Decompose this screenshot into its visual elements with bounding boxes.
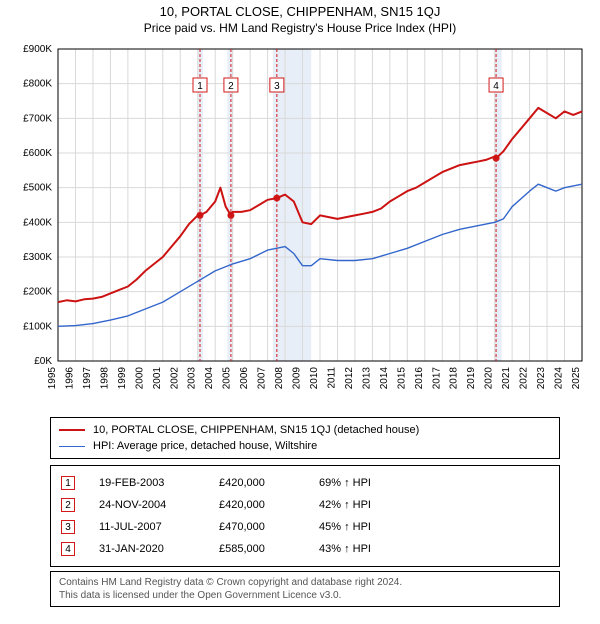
transaction-date: 11-JUL-2007 — [99, 521, 219, 533]
svg-text:2011: 2011 — [326, 367, 337, 389]
svg-text:2025: 2025 — [571, 367, 582, 390]
svg-text:£500K: £500K — [23, 183, 52, 194]
svg-text:2012: 2012 — [344, 367, 355, 390]
svg-text:2023: 2023 — [536, 367, 547, 390]
transaction-date: 19-FEB-2003 — [99, 477, 219, 489]
chart-area: £0K £100K £200K £300K £400K £500K £600K £700K £8… — [10, 41, 590, 411]
transactions-table: 1 19-FEB-2003£420,00069% ↑ HPI 2 24-NOV-200… — [50, 465, 560, 567]
svg-text:2007: 2007 — [257, 367, 268, 390]
transaction-row: 1 19-FEB-2003£420,00069% ↑ HPI — [61, 472, 549, 494]
svg-text:2022: 2022 — [519, 367, 530, 390]
svg-text:2019: 2019 — [466, 367, 477, 390]
transaction-price: £585,000 — [219, 543, 319, 555]
svg-text:4: 4 — [493, 81, 499, 92]
legend-item: 10, PORTAL CLOSE, CHIPPENHAM, SN15 1QJ (… — [59, 422, 551, 438]
transaction-price: £420,000 — [219, 499, 319, 511]
svg-text:2000: 2000 — [134, 367, 145, 390]
transaction-marker: 3 — [61, 520, 75, 534]
footer-line-1: Contains HM Land Registry data © Crown c… — [59, 576, 551, 589]
svg-text:£700K: £700K — [23, 113, 52, 124]
legend-swatch — [59, 446, 85, 447]
svg-text:1996: 1996 — [64, 367, 75, 390]
svg-text:£400K: £400K — [23, 217, 52, 228]
line-chart-svg: £0K £100K £200K £300K £400K £500K £600K £700K £8… — [10, 41, 590, 411]
transaction-date: 24-NOV-2004 — [99, 499, 219, 511]
transaction-hpi: 42% ↑ HPI — [319, 499, 371, 511]
svg-text:2009: 2009 — [292, 367, 303, 390]
svg-text:2016: 2016 — [414, 367, 425, 390]
svg-text:2021: 2021 — [501, 367, 512, 390]
page-subtitle: Price paid vs. HM Land Registry's House … — [0, 21, 600, 35]
svg-text:2003: 2003 — [187, 367, 198, 390]
svg-text:2002: 2002 — [169, 367, 180, 390]
footer-line-2: This data is licensed under the Open Gov… — [59, 589, 551, 602]
transaction-marker: 4 — [61, 542, 75, 556]
svg-text:2006: 2006 — [239, 367, 250, 390]
svg-text:£900K: £900K — [23, 44, 52, 55]
svg-text:2005: 2005 — [222, 367, 233, 390]
chart-container: 10, PORTAL CLOSE, CHIPPENHAM, SN15 1QJ P… — [0, 4, 600, 624]
legend-box: 10, PORTAL CLOSE, CHIPPENHAM, SN15 1QJ (… — [50, 417, 560, 459]
svg-text:3: 3 — [274, 81, 280, 92]
svg-text:£300K: £300K — [23, 252, 52, 263]
svg-text:2013: 2013 — [361, 367, 372, 390]
footer-box: Contains HM Land Registry data © Crown c… — [50, 571, 560, 607]
svg-text:£800K: £800K — [23, 79, 52, 90]
transaction-hpi: 43% ↑ HPI — [319, 543, 371, 555]
svg-text:2001: 2001 — [152, 367, 163, 390]
svg-text:2008: 2008 — [274, 367, 285, 390]
svg-text:2017: 2017 — [431, 367, 442, 390]
transaction-price: £420,000 — [219, 477, 319, 489]
transaction-marker: 1 — [61, 476, 75, 490]
svg-text:£100K: £100K — [23, 321, 52, 332]
svg-text:£200K: £200K — [23, 287, 52, 298]
transaction-row: 2 24-NOV-2004£420,00042% ↑ HPI — [61, 494, 549, 516]
svg-text:2014: 2014 — [379, 367, 390, 390]
transaction-marker: 2 — [61, 498, 75, 512]
svg-text:1995: 1995 — [47, 367, 58, 390]
svg-text:1998: 1998 — [99, 367, 110, 390]
svg-text:2018: 2018 — [449, 367, 460, 390]
transaction-hpi: 69% ↑ HPI — [319, 477, 371, 489]
legend-swatch — [59, 429, 85, 431]
svg-text:2: 2 — [228, 81, 234, 92]
legend-item: HPI: Average price, detached house, Wilt… — [59, 438, 551, 454]
svg-text:2020: 2020 — [484, 367, 495, 390]
svg-text:1997: 1997 — [82, 367, 93, 390]
svg-text:1999: 1999 — [117, 367, 128, 390]
svg-text:2010: 2010 — [309, 367, 320, 390]
transaction-row: 3 11-JUL-2007£470,00045% ↑ HPI — [61, 516, 549, 538]
transaction-row: 4 31-JAN-2020£585,00043% ↑ HPI — [61, 538, 549, 560]
transaction-price: £470,000 — [219, 521, 319, 533]
svg-text:£0K: £0K — [34, 356, 52, 367]
svg-text:2004: 2004 — [204, 367, 215, 390]
svg-text:2024: 2024 — [554, 367, 565, 390]
transaction-date: 31-JAN-2020 — [99, 543, 219, 555]
legend-label: HPI: Average price, detached house, Wilt… — [93, 440, 317, 452]
svg-text:2015: 2015 — [396, 367, 407, 390]
legend-label: 10, PORTAL CLOSE, CHIPPENHAM, SN15 1QJ (… — [93, 424, 419, 436]
svg-text:£600K: £600K — [23, 148, 52, 159]
page-title: 10, PORTAL CLOSE, CHIPPENHAM, SN15 1QJ — [0, 4, 600, 19]
transaction-hpi: 45% ↑ HPI — [319, 521, 371, 533]
svg-text:1: 1 — [197, 81, 203, 92]
